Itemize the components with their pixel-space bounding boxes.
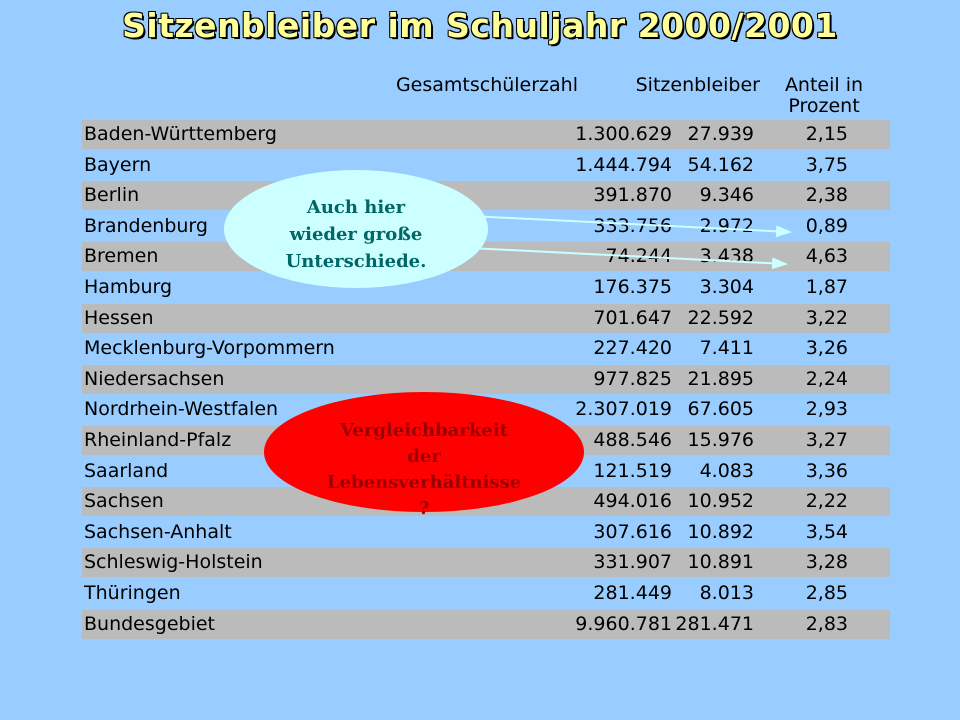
sitzenbleiber-cell: 4.083 [699,460,754,482]
sitzenbleiber-cell: 15.976 [687,429,754,451]
column-header-total: Gesamtschülerzahl [395,74,578,96]
percent-cell: 3,36 [805,460,848,482]
percent-cell: 2,15 [805,123,848,145]
total-cell: 307.616 [593,521,672,543]
callout-differences-line2: wieder große [289,224,423,245]
column-header-sitzenbleiber: Sitzenbleiber [635,74,760,96]
percent-cell: 2,24 [805,368,848,390]
table-row: Bayern 1.444.794 54.162 3,75 [82,151,890,180]
percent-cell: 2,38 [805,184,848,206]
sitzenbleiber-cell: 8.013 [699,582,754,604]
percent-cell: 3,54 [805,521,848,543]
state-cell: Schleswig-Holstein [84,551,263,573]
table-row: Niedersachsen 977.825 21.895 2,24 [82,365,890,394]
sitzenbleiber-cell: 7.411 [699,337,754,359]
percent-cell: 0,89 [805,215,848,237]
total-cell: 488.546 [593,429,672,451]
state-cell: Nordrhein-Westfalen [84,398,279,420]
sitzenbleiber-cell: 10.891 [687,551,754,573]
sitzenbleiber-cell: 3.304 [699,276,754,298]
callout-comparability: Vergleichbarkeit der Lebensverhältnisse … [264,392,584,519]
sitzenbleiber-cell: 9.346 [699,184,754,206]
total-cell: 1.444.794 [575,154,672,176]
total-cell: 281.449 [593,582,672,604]
callout-comparability-line2: der [407,446,441,467]
state-cell: Mecklenburg-Vorpommern [84,337,335,359]
column-header-anteil-line2: Prozent [788,95,860,117]
sitzenbleiber-cell: 67.605 [687,398,754,420]
percent-cell: 1,87 [805,276,848,298]
total-cell: 1.300.629 [575,123,672,145]
percent-cell: 3,27 [805,429,848,451]
total-cell: 227.420 [593,337,672,359]
callout-comparability-line4: ? [418,498,430,519]
percent-cell: 2,83 [805,613,848,635]
callout-differences: Auch hier wieder große Unterschiede. [224,170,488,288]
state-cell: Berlin [84,184,140,206]
column-header-anteil-line1: Anteil in [784,74,864,96]
state-cell: Hamburg [84,276,173,298]
percent-cell: 2,22 [805,490,848,512]
total-cell: 494.016 [593,490,672,512]
percent-cell: 3,75 [805,154,848,176]
state-cell: Sachsen [84,490,164,512]
percent-cell: 3,22 [805,307,848,329]
callout-differences-line3: Unterschiede. [285,251,427,272]
table-row: Sachsen-Anhalt 307.616 10.892 3,54 [82,518,890,547]
total-cell: 977.825 [593,368,672,390]
table-row: Brandenburg 333.756 2.972 0,89 [82,212,890,241]
percent-cell: 3,26 [805,337,848,359]
state-cell: Brandenburg [84,215,208,237]
sitzenbleiber-cell: 281.471 [675,613,754,635]
percent-cell: 2,85 [805,582,848,604]
sitzenbleiber-cell: 22.592 [687,307,754,329]
total-cell: 333.756 [593,215,672,237]
state-cell: Hessen [84,307,154,329]
state-cell: Bremen [84,245,159,267]
total-cell: 2.307.019 [575,398,672,420]
table-row: Baden-Württemberg 1.300.629 27.939 2,15 [82,120,890,149]
state-cell: Thüringen [84,582,181,604]
callout-differences-line1: Auch hier [306,197,406,218]
state-cell: Baden-Württemberg [84,123,277,145]
table-row: Hamburg 176.375 3.304 1,87 [82,273,890,302]
state-cell: Bayern [84,154,152,176]
arrow-to-bremen [469,247,788,270]
total-cell: 121.519 [593,460,672,482]
table-row: Thüringen 281.449 8.013 2,85 [82,579,890,608]
total-cell: 391.870 [593,184,672,206]
percent-cell: 2,93 [805,398,848,420]
state-cell: Niedersachsen [84,368,225,390]
sitzenbleiber-cell: 10.952 [687,490,754,512]
state-cell: Bundesgebiet [84,613,215,635]
callout-comparability-line3: Lebensverhältnisse [326,472,522,493]
total-cell: 701.647 [593,307,672,329]
table-row: Berlin 391.870 9.346 2,38 [82,181,890,210]
table-row: Saarland 121.519 4.083 3,36 [82,457,890,486]
arrow-to-brandenburg [469,215,792,238]
sitzenbleiber-cell: 54.162 [687,154,754,176]
percent-cell: 3,28 [805,551,848,573]
state-cell: Sachsen-Anhalt [84,521,232,543]
table-row: Nordrhein-Westfalen 2.307.019 67.605 2,93 [82,395,890,424]
table-row: Mecklenburg-Vorpommern 227.420 7.411 3,26 [82,334,890,363]
total-cell: 331.907 [593,551,672,573]
state-cell: Saarland [84,460,169,482]
sitzenbleiber-cell: 2.972 [699,215,754,237]
sitzenbleiber-cell: 21.895 [687,368,754,390]
state-cell: Rheinland-Pfalz [84,429,232,451]
page-title: Sitzenbleiber im Schuljahr 2000/2001 [122,6,838,45]
percent-cell: 4,63 [805,245,848,267]
total-cell: 176.375 [593,276,672,298]
sitzenbleiber-cell: 27.939 [687,123,754,145]
total-cell: 9.960.781 [575,613,672,635]
table-row: Hessen 701.647 22.592 3,22 [82,304,890,333]
table-row: Schleswig-Holstein 331.907 10.891 3,28 [82,548,890,577]
callout-comparability-line1: Vergleichbarkeit [340,420,508,441]
sitzenbleiber-cell: 10.892 [687,521,754,543]
table-row: Bundesgebiet 9.960.781 281.471 2,83 [82,610,890,639]
column-header-anteil: Anteil in Prozent [774,75,874,117]
